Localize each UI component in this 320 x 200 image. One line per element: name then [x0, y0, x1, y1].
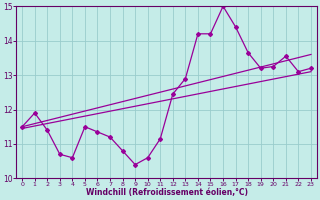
X-axis label: Windchill (Refroidissement éolien,°C): Windchill (Refroidissement éolien,°C): [85, 188, 248, 197]
